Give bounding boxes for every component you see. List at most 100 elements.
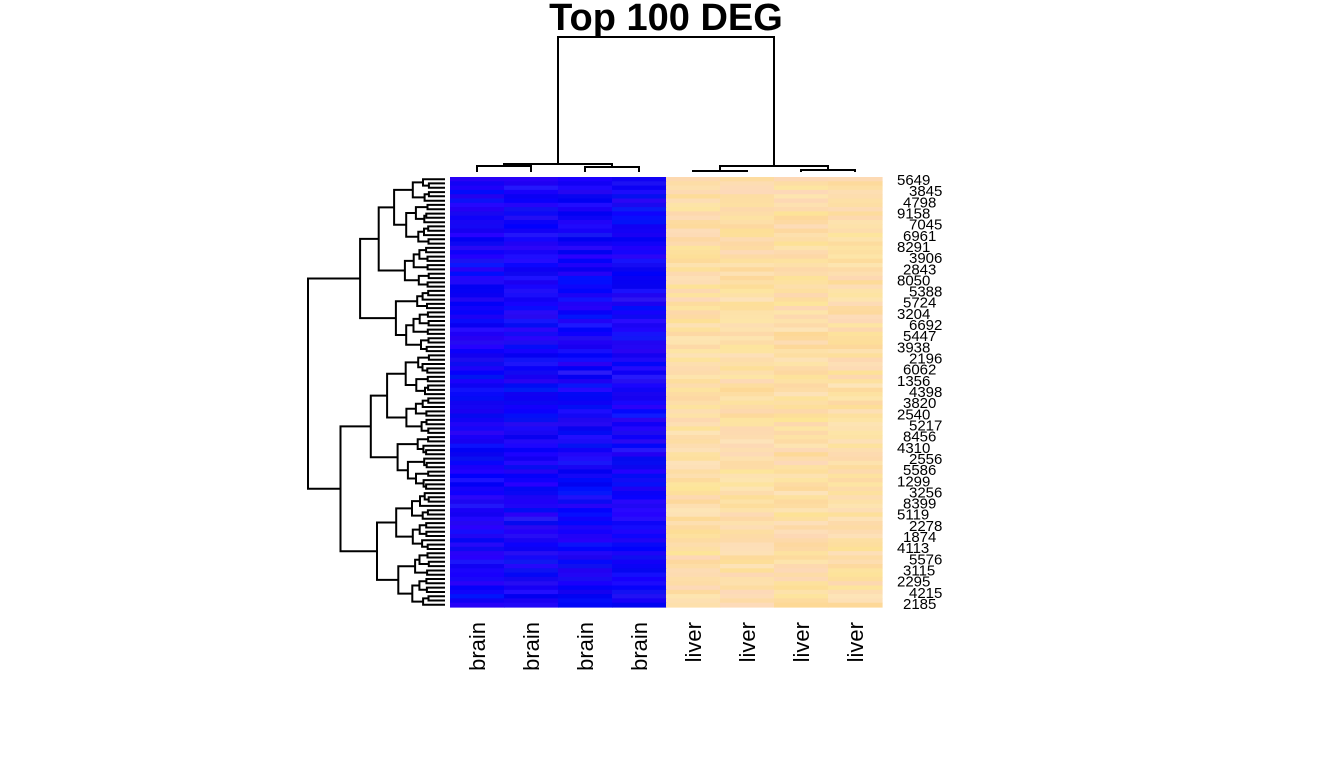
heatmap-cell [504,388,559,393]
heatmap-cell [450,289,505,294]
heatmap-cell [612,465,667,470]
heatmap-cell [774,203,829,208]
heatmap-cell [666,435,721,440]
heatmap-cell [666,285,721,290]
heatmap-cell [558,581,613,586]
heatmap-cell [720,276,775,281]
heatmap-cell [450,414,505,419]
heatmap-cell [720,448,775,453]
row-dendrogram-branch [427,304,445,308]
row-dendrogram-branch [418,358,429,368]
heatmap-cell [612,340,667,345]
column-label: brain [573,622,598,671]
heatmap-cell [558,207,613,212]
heatmap-cell [666,581,721,586]
heatmap-cell [774,216,829,221]
heatmap-cell [450,340,505,345]
row-dendrogram-branch [427,420,446,424]
heatmap-cell [828,383,883,388]
heatmap-cell [828,431,883,436]
heatmap-cell [828,568,883,573]
heatmap-cell [558,435,613,440]
heatmap-cell [828,474,883,479]
heatmap-cell [612,530,667,535]
heatmap-cell [828,177,883,182]
heatmap-cell [828,392,883,397]
heatmap-cell [774,461,829,466]
heatmap-cell [450,211,505,216]
heatmap-cell [504,495,559,500]
heatmap-cell [612,332,667,337]
heatmap-cell [666,340,721,345]
heatmap-cell [774,422,829,427]
heatmap-cell [504,603,559,608]
heatmap-cell [612,469,667,474]
heatmap-cell [450,439,505,444]
heatmap-cell [720,259,775,264]
heatmap-cell [504,577,559,582]
heatmap-cell [774,530,829,535]
heatmap-cell [558,246,613,251]
heatmap-cell [612,603,667,608]
column-label: liver [789,622,814,662]
heatmap-cell [774,543,829,548]
heatmap-cell [666,405,721,410]
heatmap-cell [828,586,883,591]
heatmap-cell [666,267,721,272]
heatmap-cell [720,560,775,565]
heatmap-cell [504,590,559,595]
row-dendrogram-branch [426,532,445,536]
heatmap-cell [828,302,883,307]
heatmap-cell [612,594,667,599]
heatmap-cell [450,246,505,251]
heatmap-cell [720,345,775,350]
heatmap-cell [666,310,721,315]
heatmap-cell [666,203,721,208]
heatmap-cell [558,371,613,376]
heatmap-cell [612,487,667,492]
heatmap-cell [720,379,775,384]
heatmap-cell [720,603,775,608]
row-dendrogram-branch [428,312,445,316]
heatmap-cell [450,388,505,393]
row-dendrogram-branch [428,291,445,295]
heatmap-cell [504,302,559,307]
heatmap-cell [558,220,613,225]
heatmap-cell [828,250,883,255]
heatmap-cell [450,401,505,406]
heatmap-cell [612,345,667,350]
heatmap-cell [666,289,721,294]
heatmap-cell [720,512,775,517]
heatmap-cell [774,285,829,290]
row-dendrogram-branch [428,265,445,269]
row-dendrogram-branch [429,562,445,566]
heatmap-cell [612,439,667,444]
heatmap-cell [720,517,775,522]
heatmap-cell [450,306,505,311]
heatmap-cell [450,431,505,436]
heatmap-cell [504,383,559,388]
heatmap-cell [612,328,667,333]
heatmap-cell [612,525,667,530]
heatmap-cell [612,224,667,229]
heatmap-cell [720,401,775,406]
heatmap-cell [504,211,559,216]
heatmap-cell [720,392,775,397]
row-dendrogram-branch [428,330,445,334]
heatmap-cell [666,362,721,367]
heatmap-cell [450,551,505,556]
heatmap-cell [612,263,667,268]
heatmap-cell [450,207,505,212]
heatmap-cell [612,435,667,440]
heatmap-cell [450,469,505,474]
heatmap-cell [720,371,775,376]
heatmap-cell [774,409,829,414]
heatmap-cell [666,573,721,578]
heatmap-cell [612,285,667,290]
heatmap-cell [450,508,505,513]
heatmap-cell [828,577,883,582]
row-dendrogram-branch [415,560,427,573]
heatmap-cell [504,186,559,191]
heatmap-cell [612,203,667,208]
heatmap-cell [828,538,883,543]
